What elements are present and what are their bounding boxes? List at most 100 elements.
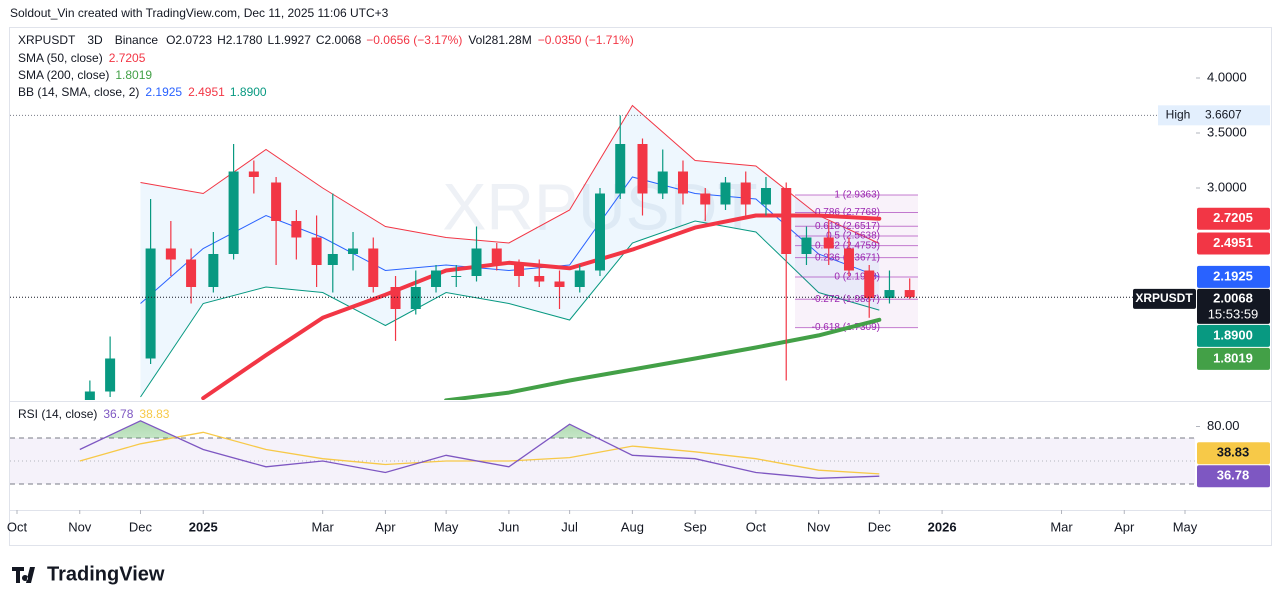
candle-body <box>781 187 792 254</box>
x-tick-label: Oct <box>7 519 28 534</box>
bollinger-fill <box>140 105 880 397</box>
candle-body <box>534 275 545 282</box>
legend-readout: H2.1780 <box>217 33 263 47</box>
x-tick-label: May <box>434 519 459 534</box>
rsi-y-tick-label: 80.00 <box>1207 418 1240 433</box>
fib-label: 0.618 (2.6517) <box>815 221 880 232</box>
legend-line: SMA (50, close) 2.7205 <box>18 51 146 65</box>
legend-readout: O2.0723 <box>166 33 212 47</box>
price-badge-label: 2.1925 <box>1213 268 1253 283</box>
credit: Soldout_Vin created with TradingView.com… <box>10 6 389 20</box>
candle-body <box>84 391 95 400</box>
candle-body <box>105 358 116 392</box>
candle-body <box>740 182 751 205</box>
legend-symbol: XRPUSDT <box>18 33 76 47</box>
x-tick-label: Mar <box>1050 519 1073 534</box>
candle-body <box>145 248 156 359</box>
candle-body <box>801 237 812 254</box>
rsi-line <box>79 420 880 479</box>
candle-body <box>700 193 711 205</box>
candle-body <box>823 237 834 249</box>
rsi-badge <box>1197 442 1270 465</box>
legend-line: SMA (200, close) 1.8019 <box>18 68 152 82</box>
x-tick-label: Nov <box>807 519 831 534</box>
symbol-badge-label: XRPUSDT <box>1135 291 1193 305</box>
candle-body <box>390 286 401 309</box>
y-tick-label: 3.5000 <box>1207 124 1247 139</box>
rsi-badge-label: 38.83 <box>1217 445 1250 460</box>
price-badge <box>1197 347 1270 370</box>
candle-body <box>884 290 895 298</box>
high-tag <box>1158 105 1198 126</box>
x-tick-label: Dec <box>868 519 892 534</box>
high-value-bg <box>1198 105 1270 126</box>
bollinger-line <box>140 104 880 244</box>
candle-body <box>186 259 197 287</box>
logo-icon <box>12 567 35 583</box>
candle-body <box>248 171 259 177</box>
legend-interval: 3D <box>87 33 103 47</box>
x-tick-label: Aug <box>621 519 644 534</box>
candle-body <box>431 270 442 287</box>
x-tick-label: Apr <box>375 519 396 534</box>
candle-body <box>864 270 875 298</box>
legend-readout: L1.9927 <box>267 33 311 47</box>
legend-name: SMA (50, close) <box>18 51 103 65</box>
fib-label: 1 (2.9363) <box>834 190 880 201</box>
candle-body <box>451 275 462 277</box>
candle-body <box>165 248 176 260</box>
overlay: High 3.6607 4.0000 3.5000 3.0000 2.7205 2.4951… <box>7 33 1270 534</box>
legend-exchange: Binance <box>115 33 159 47</box>
candle-body <box>904 290 915 298</box>
high-value: 3.6607 <box>1205 107 1242 121</box>
price-badge <box>1197 324 1270 347</box>
candle-body <box>271 182 282 221</box>
chart-frame <box>9 27 1272 546</box>
legend-value: 36.78 <box>103 407 133 421</box>
bollinger-line <box>140 176 880 304</box>
logo-text: TradingView <box>47 563 165 585</box>
legend-volume: Vol281.28M <box>468 33 531 47</box>
candle-body <box>554 281 565 287</box>
fib-label: 0.5 (2.5638) <box>826 231 880 242</box>
x-tick-label: 2026 <box>928 519 957 534</box>
x-tick-label: Dec <box>129 519 153 534</box>
candle-body <box>514 264 525 276</box>
candle-body <box>228 171 239 254</box>
legend-value: 2.4951 <box>188 85 225 99</box>
candle-body <box>311 237 322 265</box>
legend-value: 38.83 <box>139 407 169 421</box>
legend-volume-change: −0.0350 (−1.71%) <box>538 33 634 47</box>
legend-value: 2.1925 <box>145 85 182 99</box>
legend-value: 1.8019 <box>115 68 152 82</box>
candle-body <box>720 182 731 205</box>
price-badge-label: 1.8900 <box>1213 327 1253 342</box>
legend-readout: C2.0068 <box>316 33 362 47</box>
candle-body <box>327 253 338 265</box>
x-tick-label: May <box>1173 519 1198 534</box>
x-tick-label: Jul <box>561 519 578 534</box>
legend-name: RSI (14, close) <box>18 407 97 421</box>
sma-line <box>444 317 882 400</box>
legend-value: 1.8900 <box>230 85 267 99</box>
candle-body <box>843 248 854 271</box>
price-badge-label: 2.7205 <box>1213 210 1253 225</box>
candle-body <box>594 193 605 271</box>
legend-value: 2.7205 <box>109 51 146 65</box>
x-tick-label: 2025 <box>189 519 218 534</box>
y-tick-label: 3.0000 <box>1207 179 1247 194</box>
rsi-overbought-fill <box>104 420 598 438</box>
price-badge <box>1197 207 1270 230</box>
candle-body <box>615 143 626 194</box>
candle-body <box>677 171 688 194</box>
legend-line: BB (14, SMA, close, 2) 2.1925 2.4951 1.8900 <box>18 85 267 99</box>
x-tick-label: Sep <box>684 519 707 534</box>
candle-body <box>471 248 482 276</box>
logo: TradingView <box>12 563 165 585</box>
fib-label: 0.382 (2.4759) <box>815 240 880 251</box>
legend-line: XRPUSDT 3D Binance O2.0723 H2.1780 L1.9927 C2.… <box>18 33 634 47</box>
candle-body <box>348 248 359 254</box>
price-badge-label: 2.4951 <box>1213 235 1253 250</box>
